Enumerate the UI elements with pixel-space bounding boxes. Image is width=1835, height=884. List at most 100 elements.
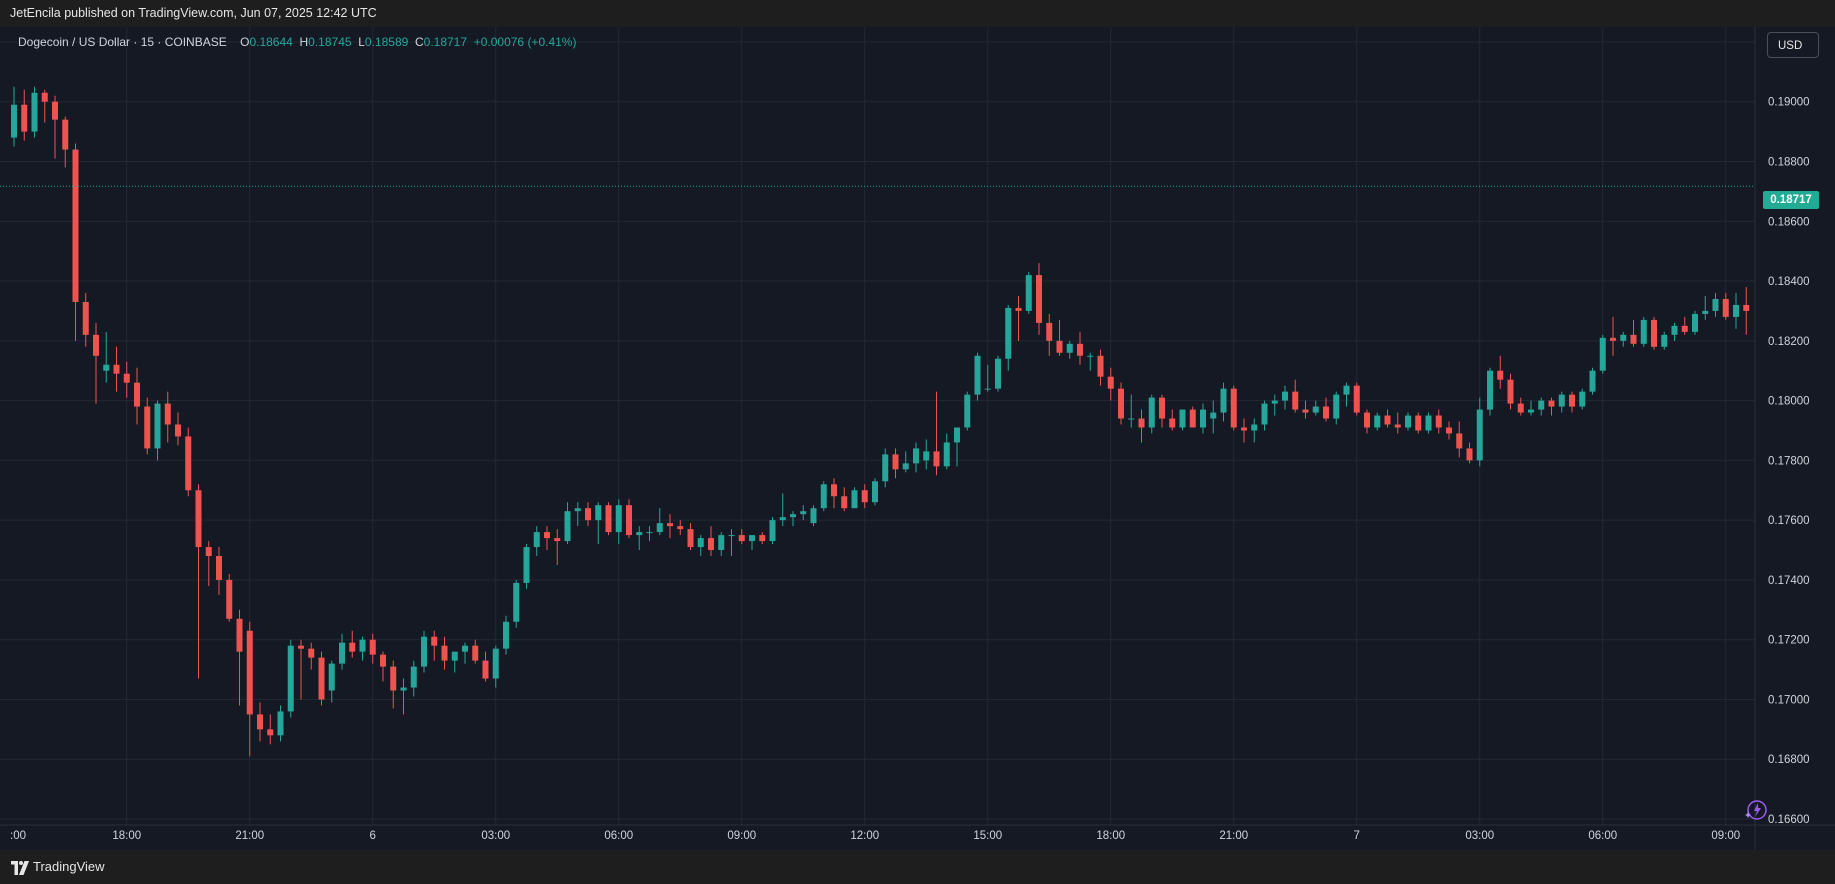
candle — [267, 714, 274, 745]
candle — [1077, 331, 1083, 365]
published-info: JetEncila published on TradingView.com, … — [0, 0, 1835, 27]
candle-body — [1384, 415, 1391, 425]
candle — [1620, 331, 1627, 347]
chart-area[interactable]: 0.192000.190000.188000.186000.184000.182… — [0, 27, 1835, 850]
candle — [677, 520, 684, 536]
candle-body — [1415, 415, 1422, 431]
candle — [1599, 334, 1606, 374]
candle — [226, 573, 233, 622]
candle-body — [728, 535, 735, 537]
candle — [1364, 409, 1370, 434]
candlestick-chart[interactable]: 0.192000.190000.188000.186000.184000.182… — [0, 27, 1835, 850]
symbol-title[interactable]: Dogecoin / US Dollar · 15 · COINBASE — [18, 35, 227, 49]
candle — [1036, 263, 1042, 335]
candle-body — [626, 505, 632, 536]
time-tick-label: 06:00 — [604, 830, 633, 842]
candle — [564, 502, 571, 545]
candle — [1661, 331, 1668, 350]
candle — [236, 609, 243, 706]
candle-body — [585, 508, 591, 521]
candle-body — [615, 505, 622, 533]
candle-body — [544, 532, 550, 539]
candle — [369, 633, 376, 664]
candle-body — [1251, 424, 1258, 431]
candle-body — [1548, 400, 1555, 407]
candle — [861, 484, 868, 509]
candle — [1384, 409, 1391, 428]
candle — [1261, 400, 1268, 431]
candle-body — [718, 535, 725, 551]
candle — [697, 535, 704, 557]
candle-body — [1558, 394, 1565, 407]
candle — [554, 529, 561, 565]
candle — [1333, 391, 1340, 425]
time-tick-label: 7 — [1354, 830, 1360, 842]
last-price-badge: 0.18717 — [1763, 191, 1819, 209]
candle-body — [1640, 319, 1647, 344]
candle-body — [779, 517, 786, 521]
candle-body — [759, 535, 766, 542]
time-tick-label: 18:00 — [1096, 830, 1125, 842]
candle-body — [1189, 409, 1196, 428]
candle-body — [1435, 415, 1442, 428]
price-tick-label: 0.16800 — [1768, 754, 1810, 766]
footer-brand[interactable]: TradingView — [33, 859, 105, 874]
candle-body — [31, 92, 38, 132]
candle-body — [134, 382, 140, 407]
candle — [1722, 293, 1729, 320]
candle-body — [892, 454, 899, 470]
candle — [1446, 421, 1452, 440]
candle-body — [1312, 406, 1319, 413]
candle — [339, 633, 345, 670]
candle-body — [902, 463, 909, 470]
candle — [718, 532, 725, 557]
candle-body — [523, 547, 530, 583]
candle-body — [1282, 391, 1288, 401]
candle — [544, 526, 550, 551]
candle — [513, 579, 520, 628]
candle — [615, 499, 622, 545]
candle — [759, 532, 766, 545]
candle — [287, 639, 294, 718]
candle — [1558, 391, 1565, 413]
sparkle-lightning-icon[interactable] — [1744, 798, 1768, 822]
candle-body — [595, 505, 602, 521]
candle-body — [431, 636, 438, 646]
candle-body — [154, 403, 161, 449]
candle-body — [1056, 340, 1063, 353]
candle-body — [503, 621, 509, 649]
candle — [1292, 379, 1299, 413]
price-tick-label: 0.18000 — [1768, 396, 1810, 408]
candle — [1015, 295, 1022, 341]
candle-body — [1118, 388, 1124, 419]
candle — [1025, 272, 1032, 314]
candle-body — [451, 651, 458, 661]
price-axis[interactable]: 0.192000.190000.188000.186000.184000.182… — [1768, 37, 1810, 826]
candle — [1394, 412, 1401, 434]
candle — [308, 642, 315, 670]
candle-body — [1394, 424, 1401, 428]
time-tick-label: 21:00 — [235, 830, 264, 842]
candle-body — [1517, 403, 1524, 413]
currency-button[interactable]: USD — [1767, 32, 1819, 58]
candle — [1692, 310, 1698, 335]
candle-body — [533, 532, 540, 548]
candle-body — [1651, 319, 1657, 347]
tradingview-logo-icon[interactable] — [10, 861, 30, 875]
time-axis[interactable]: :00 18:00 21:00 6 03:00 06:00 09:00 12:00 15:00 1… — [10, 830, 1835, 842]
candle — [21, 89, 28, 141]
candle-body — [298, 645, 304, 649]
candle — [1312, 400, 1319, 416]
candle-body — [995, 358, 1001, 389]
candle-body — [246, 630, 253, 715]
candle — [410, 660, 417, 697]
candle — [1169, 409, 1176, 431]
low-value: 0.18589 — [364, 35, 409, 49]
candle-body — [41, 92, 48, 102]
candle-body — [1138, 418, 1145, 428]
candle — [1056, 319, 1063, 356]
candle-body — [933, 451, 940, 467]
candle — [974, 352, 981, 401]
candle-body — [646, 532, 653, 534]
candle-body — [769, 520, 776, 542]
